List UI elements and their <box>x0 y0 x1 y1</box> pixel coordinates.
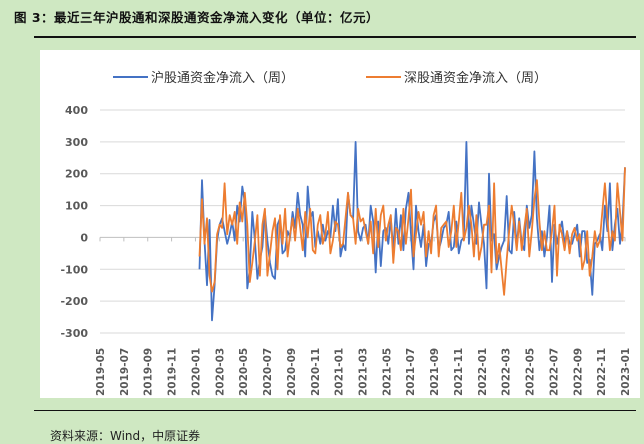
x-tick-label: 2020-07 <box>262 348 274 396</box>
x-tick-label: 2020-01 <box>190 348 202 396</box>
title-rule <box>34 36 636 38</box>
y-tick-labels: -300 -200 -100 0 100 200 300 400 <box>60 104 88 340</box>
plot-panel: -300 -200 -100 0 100 200 300 400 2019-05 2019-07… <box>40 50 640 398</box>
x-tick-label: 2022-05 <box>525 348 537 396</box>
x-tick-label: 2022-11 <box>596 348 608 396</box>
x-tick-label: 2021-05 <box>381 348 393 396</box>
x-tick-label: 2019-09 <box>143 348 155 396</box>
x-tick-label: 2021-03 <box>358 348 370 396</box>
y-tick-label: 200 <box>65 168 88 181</box>
legend-label-north-sh: 沪股通资金净流入（周） <box>151 70 294 86</box>
y-tick-label: -200 <box>60 295 88 308</box>
x-tick-label: 2022-09 <box>572 348 584 396</box>
x-tick-label: 2020-03 <box>214 348 226 396</box>
figure-title: 图 3：最近三年沪股通和深股通资金净流入变化（单位：亿元） <box>14 10 380 25</box>
x-tick-label: 2019-05 <box>95 348 107 396</box>
x-tick-labels: 2019-05 2019-07 2019-09 2019-11 2020-01 2020-… <box>95 237 632 396</box>
y-tick-label: 100 <box>65 200 88 213</box>
y-tick-label: 0 <box>80 231 88 244</box>
x-tick-label: 2021-07 <box>405 348 417 396</box>
y-tick-label: -300 <box>60 327 88 340</box>
x-tick-label: 2019-11 <box>167 348 179 396</box>
x-tick-label: 2023-01 <box>620 348 632 396</box>
y-tick-label: 400 <box>65 104 88 117</box>
x-tick-label: 2021-11 <box>453 348 465 396</box>
x-tick-label: 2022-01 <box>477 348 489 396</box>
grid-lines <box>100 109 625 334</box>
bottom-rule <box>34 410 636 411</box>
series-lines <box>198 141 626 322</box>
x-tick-label: 2020-09 <box>286 348 298 396</box>
chart-svg: -300 -200 -100 0 100 200 300 400 2019-05 2019-07… <box>60 70 632 396</box>
x-tick-label: 2021-09 <box>429 348 441 396</box>
x-tick-label: 2022-03 <box>501 348 513 396</box>
legend-label-north-sz: 深股通资金净流入（周） <box>404 70 547 86</box>
source-note: 资料来源：Wind，中原证券 <box>50 429 201 443</box>
series-line-north-sz <box>198 167 626 296</box>
x-tick-label: 2019-07 <box>119 348 131 396</box>
x-tick-label: 2022-07 <box>548 348 560 396</box>
y-tick-label: -100 <box>60 263 88 276</box>
legend: 沪股通资金净流入（周） 深股通资金净流入（周） <box>113 70 547 86</box>
x-tick-label: 2020-11 <box>310 348 322 396</box>
x-tick-label: 2021-01 <box>334 348 346 396</box>
y-tick-label: 300 <box>65 136 88 149</box>
series-line-north-sh <box>198 141 626 322</box>
x-tick-label: 2020-05 <box>238 348 250 396</box>
